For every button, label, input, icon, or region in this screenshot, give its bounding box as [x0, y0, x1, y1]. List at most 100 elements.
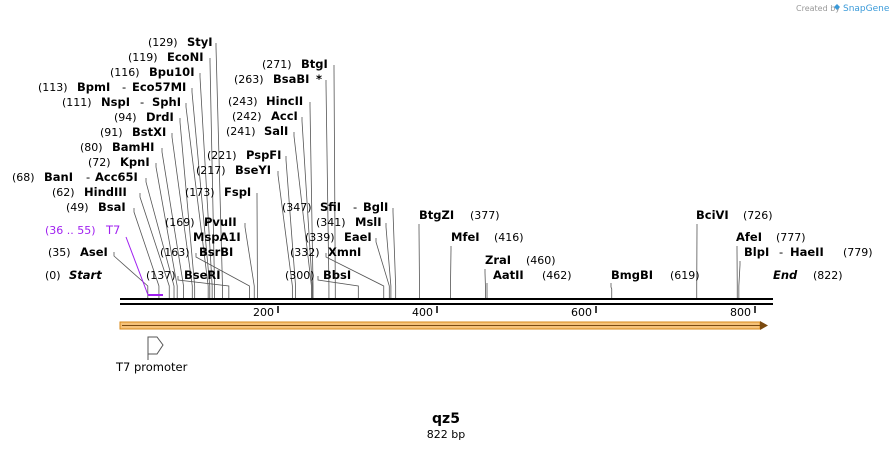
- leader-line-bbsi: [317, 276, 359, 298]
- xmni-label[interactable]: XmnI: [328, 245, 361, 259]
- bsabi-pos: (263): [234, 73, 264, 86]
- bsrbi-label[interactable]: BsrBI: [199, 245, 233, 259]
- leader-line-pvuii: [244, 223, 255, 298]
- leader-line-bseri: [177, 276, 230, 298]
- btgzi-pos: (377): [470, 209, 500, 222]
- created-by-text: Created by: [796, 4, 840, 13]
- bgli-label[interactable]: BglI: [363, 200, 388, 214]
- acci-label[interactable]: AccI: [271, 109, 298, 123]
- t7-promoter-arrow-icon[interactable]: [147, 336, 164, 360]
- kpni-label[interactable]: KpnI: [120, 155, 150, 169]
- leader-line-sali: [293, 132, 312, 298]
- msli-label[interactable]: MslI: [355, 215, 382, 229]
- bamhi-pos: (80): [80, 141, 103, 154]
- bsabi-label[interactable]: BsaBI: [273, 72, 309, 86]
- bpu10i-pos: (116): [110, 66, 140, 79]
- xmni-pos: (332): [290, 246, 320, 259]
- sphi-label[interactable]: SphI: [152, 95, 181, 109]
- sequence-backbone: [120, 298, 773, 305]
- t7-leader-line: [125, 236, 149, 296]
- bseyi-pos: (217): [196, 164, 226, 177]
- t7-range-text: (36 .. 55): [45, 224, 96, 237]
- eaei-label[interactable]: EaeI: [344, 230, 372, 244]
- mfei-label[interactable]: MfeI: [451, 230, 480, 244]
- start-pos: (0): [45, 269, 61, 282]
- leader-line-asei: [113, 252, 149, 298]
- bani-pos: (68): [12, 171, 35, 184]
- fspi-label[interactable]: FspI: [224, 185, 251, 199]
- leader-line-btgi: [333, 65, 336, 298]
- acc65i-label[interactable]: Acc65I: [95, 170, 138, 184]
- sfii-pos: (347): [282, 201, 312, 214]
- sali-label[interactable]: SalI: [264, 124, 288, 138]
- drdi-label[interactable]: DrdI: [146, 110, 174, 124]
- nspi-pos: (111): [62, 96, 92, 109]
- asei-pos: (35): [48, 246, 71, 259]
- svg-text:-: -: [353, 200, 357, 214]
- bmgbi-pos: (619): [670, 269, 700, 282]
- label-leader-lines: [113, 43, 741, 298]
- btgzi-label[interactable]: BtgZI: [419, 208, 454, 222]
- fspi-pos: (173): [185, 186, 215, 199]
- aatii-label[interactable]: AatII: [493, 268, 524, 282]
- haeii-label[interactable]: HaeII: [790, 245, 824, 259]
- bani-label[interactable]: BanI: [44, 170, 73, 184]
- leader-line-msli: [385, 223, 392, 298]
- leader-line-bsai: [133, 208, 160, 298]
- btgi-label[interactable]: BtgI: [301, 57, 328, 71]
- ruler-tick-200: 200: [253, 306, 279, 319]
- zrai-label[interactable]: ZraI: [485, 253, 511, 267]
- styi-label[interactable]: StyI: [187, 35, 213, 49]
- msli-pos: (341): [316, 216, 346, 229]
- hindiii-pos: (62): [52, 186, 75, 199]
- eco57mi-label[interactable]: Eco57MI: [132, 80, 186, 94]
- leader-line-xmni: [325, 253, 385, 298]
- start-label: Start: [69, 268, 102, 282]
- acci-pos: (242): [232, 110, 262, 123]
- nspi-label[interactable]: NspI: [101, 95, 130, 109]
- leader-line-bseyi: [277, 171, 293, 298]
- econi-label[interactable]: EcoNI: [167, 50, 203, 64]
- leader-line-mfei: [450, 246, 452, 298]
- ruler-tick-400: 400: [412, 306, 438, 319]
- bcivi-pos: (726): [743, 209, 773, 222]
- hincii-label[interactable]: HincII: [266, 94, 303, 108]
- bseri-label[interactable]: BseRI: [184, 268, 221, 282]
- leader-line-bstxi: [171, 133, 193, 298]
- bcivi-label[interactable]: BciVI: [696, 208, 729, 222]
- t7-promoter-label: T7 promoter: [115, 360, 188, 374]
- blpi-label[interactable]: BlpI: [744, 245, 769, 259]
- bpu10i-label[interactable]: Bpu10I: [149, 65, 194, 79]
- bamhi-label[interactable]: BamHI: [112, 140, 154, 154]
- bbsi-label[interactable]: BbsI: [323, 268, 351, 282]
- eaei-pos: (339): [305, 231, 335, 244]
- bsai-label[interactable]: BsaI: [98, 200, 126, 214]
- ruler-tick-800: 800: [730, 306, 756, 319]
- orf-arrow[interactable]: [119, 321, 768, 330]
- mspa1i-label[interactable]: MspA1I: [193, 230, 241, 244]
- bmgbi-label[interactable]: BmgBI: [611, 268, 653, 282]
- t7-short-name: T7: [105, 223, 120, 237]
- svg-text:-: -: [122, 80, 126, 94]
- bseyi-label[interactable]: BseYI: [235, 163, 271, 177]
- leader-line-nspi: [185, 103, 209, 298]
- leader-line-blpi: [738, 261, 741, 298]
- bstxi-label[interactable]: BstXI: [132, 125, 166, 139]
- pvuii-label[interactable]: PvuII: [204, 215, 237, 229]
- pspfi-label[interactable]: PspFI: [246, 148, 281, 162]
- ruler-label-600: 600: [571, 306, 592, 319]
- brand-name: SnapGene: [843, 4, 890, 14]
- sfii-label[interactable]: SfiI: [320, 200, 341, 214]
- afei-label[interactable]: AfeI: [736, 230, 762, 244]
- hindiii-label[interactable]: HindIII: [84, 185, 127, 199]
- afei-pos: (777): [776, 231, 806, 244]
- enzyme-labels: (0) Start (35) AseI (49) BsaI (62) HindI…: [12, 35, 873, 282]
- ruler-tick-600: 600: [571, 306, 597, 319]
- leader-line-acci: [301, 117, 313, 298]
- leader-line-sfii: [392, 208, 397, 298]
- bpmi-label[interactable]: BpmI: [77, 80, 110, 94]
- leader-line-kpni: [155, 163, 178, 298]
- pvuii-pos: (169): [165, 216, 195, 229]
- asei-label[interactable]: AseI: [80, 245, 108, 259]
